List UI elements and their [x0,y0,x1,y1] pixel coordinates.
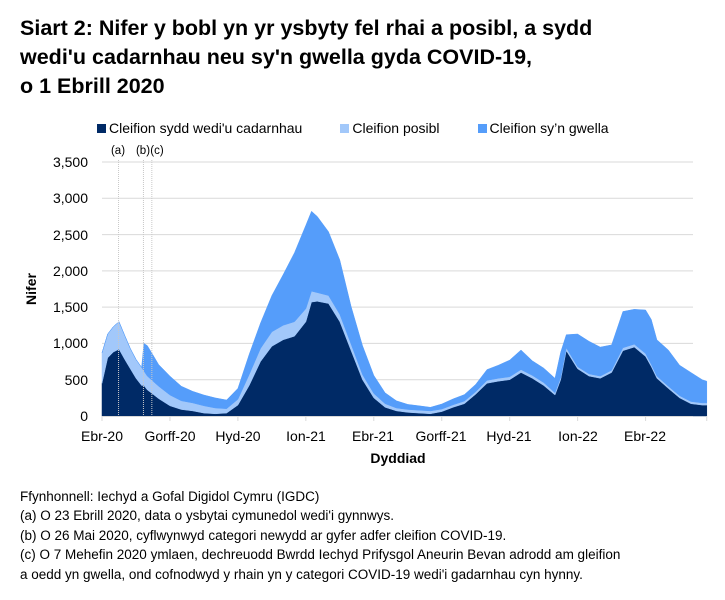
x-tick-ebr-20: Ebr-20 [80,428,124,444]
annotation-b: (b) [135,145,151,157]
footnote-a: (a) O 23 Ebrill 2020, data o ysbytai cym… [20,508,395,524]
y-tick-0: 0 [80,408,88,424]
y-tick-3000: 3,000 [52,190,88,207]
legend-item-recovering: Cleifion sy’n gwella [477,120,609,136]
footnote-c-line-2: a oedd yn gwella, ond cofnodwyd y rhain … [20,566,583,582]
footnote-c-line-1: (c) O 7 Mehefin 2020 ymlaen, dechreuodd … [20,547,621,563]
legend-swatch-confirmed [97,123,106,133]
footnote-b: (b) O 26 Mai 2020, cyflwynwyd categori n… [20,527,507,543]
legend-item-confirmed: Cleifion sydd wedi'u cadarnhau [97,120,302,136]
y-tick-3500: 3,500 [52,154,88,170]
x-tick-ion-22: Ion-22 [558,428,598,444]
y-tick-500: 500 [64,371,88,388]
footnote-source: Ffynhonnell: Iechyd a Gofal Digidol Cymr… [20,489,320,504]
x-tick-gorff-21: Gorff-21 [415,428,467,444]
y-tick-1500: 1,500 [52,299,88,316]
annotation-a: (a) [110,145,126,157]
area-series-2 [101,210,708,412]
chart-title-line-1: Siart 2: Nifer y bobl yn yr ysbyty fel r… [20,16,593,40]
x-tick-hyd-20: Hyd-20 [215,428,261,444]
y-tick-1000: 1,000 [52,335,88,352]
y-tick-2000: 2,000 [52,262,88,279]
x-tick-ebr-21: Ebr-21 [351,428,395,444]
x-tick-hyd-21: Hyd-21 [486,428,532,444]
legend-swatch-recovering [477,123,487,133]
x-tick-gorff-20: Gorff-20 [144,428,196,444]
annotation-c: (c) [150,145,164,157]
x-tick-ebr-22: Ebr-22 [623,428,667,444]
y-tick-2500: 2,500 [52,226,88,243]
chart-title-line-3: o 1 Ebrill 2020 [20,74,165,98]
chart-legend: Cleifion sydd wedi'u cadarnhau Cleifion … [97,120,647,136]
x-tick-ion-21: Ion-21 [286,428,326,444]
legend-item-suspected: Cleifion posibl [340,120,440,136]
legend-swatch-suspected [340,123,350,133]
legend-label-suspected: Cleifion posibl [352,120,440,136]
footnotes: Ffynhonnell: Iechyd a Gofal Digidol Cymr… [20,487,620,584]
chart-title-line-2: wedi'u cadarnhau neu sy'n gwella gyda CO… [20,45,533,69]
y-axis-title: Nifer [23,273,39,305]
chart-title: Siart 2: Nifer y bobl yn yr ysbyty fel r… [20,14,710,101]
legend-label-confirmed: Cleifion sydd wedi'u cadarnhau [109,120,303,136]
x-axis-title: Dyddiad [370,450,426,466]
legend-label-recovering: Cleifion sy’n gwella [489,120,609,136]
